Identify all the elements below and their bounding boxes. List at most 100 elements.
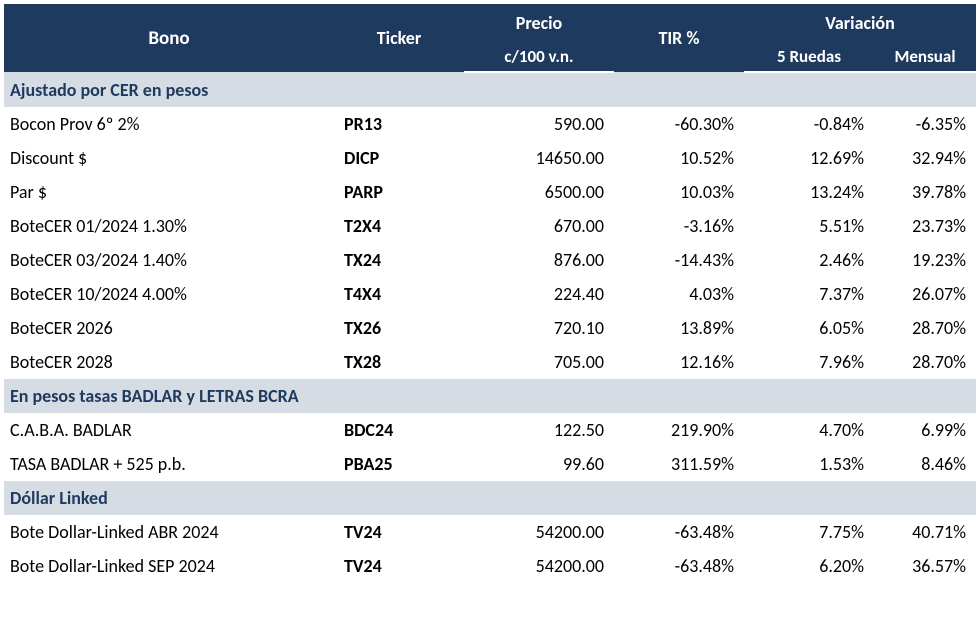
table-row: BoteCER 2026TX26720.1013.89%6.05%28.70% bbox=[4, 311, 976, 345]
cell-bono: Bocon Prov 6º 2% bbox=[4, 107, 334, 141]
cell-precio: 720.10 bbox=[464, 311, 614, 345]
cell-var-5ruedas: 7.75% bbox=[744, 515, 874, 549]
cell-bono: Bote Dollar-Linked SEP 2024 bbox=[4, 549, 334, 583]
cell-bono: C.A.B.A. BADLAR bbox=[4, 413, 334, 447]
cell-bono: BoteCER 03/2024 1.40% bbox=[4, 243, 334, 277]
cell-var-mensual: 28.70% bbox=[874, 311, 976, 345]
cell-bono: BoteCER 10/2024 4.00% bbox=[4, 277, 334, 311]
cell-precio: 14650.00 bbox=[464, 141, 614, 175]
cell-ticker: DICP bbox=[334, 141, 464, 175]
bonds-table: Bono Ticker Precio TIR % Variación c/100… bbox=[4, 4, 976, 583]
cell-tir: -63.48% bbox=[614, 515, 744, 549]
table-row: BoteCER 01/2024 1.30%T2X4670.00-3.16%5.5… bbox=[4, 209, 976, 243]
table-body: Ajustado por CER en pesosBocon Prov 6º 2… bbox=[4, 72, 976, 583]
cell-var-mensual: 40.71% bbox=[874, 515, 976, 549]
cell-ticker: TV24 bbox=[334, 549, 464, 583]
table-row: BoteCER 2028TX28705.0012.16%7.96%28.70% bbox=[4, 345, 976, 379]
cell-var-5ruedas: 13.24% bbox=[744, 175, 874, 209]
cell-ticker: PR13 bbox=[334, 107, 464, 141]
table-row: BoteCER 03/2024 1.40%TX24876.00-14.43%2.… bbox=[4, 243, 976, 277]
cell-tir: 10.03% bbox=[614, 175, 744, 209]
cell-var-5ruedas: 5.51% bbox=[744, 209, 874, 243]
cell-var-5ruedas: 12.69% bbox=[744, 141, 874, 175]
col-header-var-mensual: Mensual bbox=[874, 42, 976, 72]
cell-bono: Bote Dollar-Linked ABR 2024 bbox=[4, 515, 334, 549]
cell-tir: 219.90% bbox=[614, 413, 744, 447]
section-header: Ajustado por CER en pesos bbox=[4, 72, 976, 107]
section-title: Ajustado por CER en pesos bbox=[4, 72, 976, 107]
cell-ticker: T4X4 bbox=[334, 277, 464, 311]
col-header-bono: Bono bbox=[4, 4, 334, 72]
cell-precio: 99.60 bbox=[464, 447, 614, 481]
section-header: Dóllar Linked bbox=[4, 481, 976, 515]
cell-var-5ruedas: 4.70% bbox=[744, 413, 874, 447]
col-header-variacion: Variación bbox=[744, 4, 976, 42]
cell-bono: TASA BADLAR + 525 p.b. bbox=[4, 447, 334, 481]
cell-bono: Discount $ bbox=[4, 141, 334, 175]
col-header-precio: Precio bbox=[464, 4, 614, 42]
table-row: Bocon Prov 6º 2%PR13590.00-60.30%-0.84%-… bbox=[4, 107, 976, 141]
cell-bono: BoteCER 2026 bbox=[4, 311, 334, 345]
cell-ticker: T2X4 bbox=[334, 209, 464, 243]
cell-precio: 590.00 bbox=[464, 107, 614, 141]
cell-tir: 13.89% bbox=[614, 311, 744, 345]
cell-tir: -60.30% bbox=[614, 107, 744, 141]
table-row: Bote Dollar-Linked SEP 2024TV2454200.00-… bbox=[4, 549, 976, 583]
cell-var-5ruedas: 7.37% bbox=[744, 277, 874, 311]
table-row: BoteCER 10/2024 4.00%T4X4224.404.03%7.37… bbox=[4, 277, 976, 311]
cell-var-5ruedas: 6.20% bbox=[744, 549, 874, 583]
cell-precio: 876.00 bbox=[464, 243, 614, 277]
table-row: Par $PARP6500.0010.03%13.24%39.78% bbox=[4, 175, 976, 209]
section-title: En pesos tasas BADLAR y LETRAS BCRA bbox=[4, 379, 976, 413]
cell-bono: BoteCER 01/2024 1.30% bbox=[4, 209, 334, 243]
cell-var-5ruedas: 2.46% bbox=[744, 243, 874, 277]
cell-precio: 670.00 bbox=[464, 209, 614, 243]
cell-ticker: TX24 bbox=[334, 243, 464, 277]
cell-tir: -3.16% bbox=[614, 209, 744, 243]
table-row: C.A.B.A. BADLARBDC24122.50219.90%4.70%6.… bbox=[4, 413, 976, 447]
cell-precio: 705.00 bbox=[464, 345, 614, 379]
cell-precio: 54200.00 bbox=[464, 549, 614, 583]
cell-bono: Par $ bbox=[4, 175, 334, 209]
cell-var-mensual: 32.94% bbox=[874, 141, 976, 175]
cell-var-mensual: -6.35% bbox=[874, 107, 976, 141]
cell-var-mensual: 28.70% bbox=[874, 345, 976, 379]
cell-tir: 311.59% bbox=[614, 447, 744, 481]
table-row: TASA BADLAR + 525 p.b.PBA2599.60311.59%1… bbox=[4, 447, 976, 481]
cell-var-5ruedas: 6.05% bbox=[744, 311, 874, 345]
cell-var-mensual: 36.57% bbox=[874, 549, 976, 583]
cell-tir: -14.43% bbox=[614, 243, 744, 277]
cell-tir: 10.52% bbox=[614, 141, 744, 175]
cell-ticker: TV24 bbox=[334, 515, 464, 549]
cell-var-mensual: 26.07% bbox=[874, 277, 976, 311]
col-header-ticker: Ticker bbox=[334, 4, 464, 72]
cell-var-5ruedas: 7.96% bbox=[744, 345, 874, 379]
section-title: Dóllar Linked bbox=[4, 481, 976, 515]
cell-ticker: PARP bbox=[334, 175, 464, 209]
cell-precio: 224.40 bbox=[464, 277, 614, 311]
cell-ticker: TX28 bbox=[334, 345, 464, 379]
table-row: Bote Dollar-Linked ABR 2024TV2454200.00-… bbox=[4, 515, 976, 549]
cell-ticker: TX26 bbox=[334, 311, 464, 345]
cell-var-mensual: 19.23% bbox=[874, 243, 976, 277]
col-header-tir: TIR % bbox=[614, 4, 744, 72]
cell-bono: BoteCER 2028 bbox=[4, 345, 334, 379]
table-header: Bono Ticker Precio TIR % Variación c/100… bbox=[4, 4, 976, 72]
cell-tir: 4.03% bbox=[614, 277, 744, 311]
cell-var-mensual: 39.78% bbox=[874, 175, 976, 209]
cell-tir: -63.48% bbox=[614, 549, 744, 583]
cell-var-mensual: 8.46% bbox=[874, 447, 976, 481]
section-header: En pesos tasas BADLAR y LETRAS BCRA bbox=[4, 379, 976, 413]
cell-ticker: BDC24 bbox=[334, 413, 464, 447]
cell-precio: 54200.00 bbox=[464, 515, 614, 549]
col-header-var-5ruedas: 5 Ruedas bbox=[744, 42, 874, 72]
cell-var-5ruedas: -0.84% bbox=[744, 107, 874, 141]
cell-var-mensual: 23.73% bbox=[874, 209, 976, 243]
cell-precio: 6500.00 bbox=[464, 175, 614, 209]
table-row: Discount $DICP14650.0010.52%12.69%32.94% bbox=[4, 141, 976, 175]
cell-ticker: PBA25 bbox=[334, 447, 464, 481]
cell-precio: 122.50 bbox=[464, 413, 614, 447]
col-header-precio-sub: c/100 v.n. bbox=[464, 42, 614, 72]
cell-var-5ruedas: 1.53% bbox=[744, 447, 874, 481]
cell-tir: 12.16% bbox=[614, 345, 744, 379]
